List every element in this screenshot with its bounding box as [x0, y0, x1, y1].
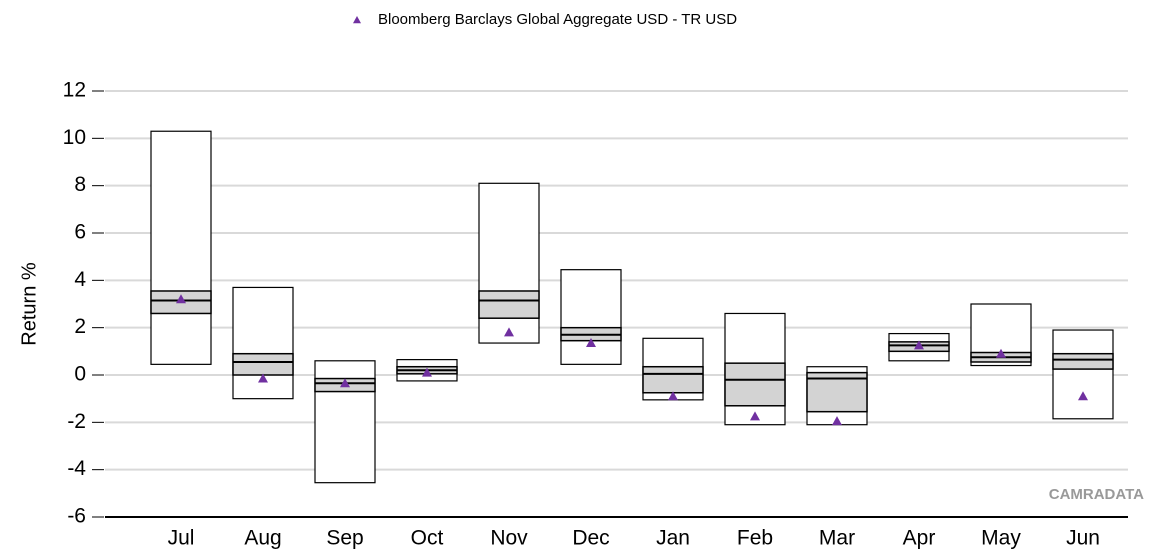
benchmark-marker — [422, 367, 432, 377]
y-tick-label: 12 — [63, 79, 86, 102]
y-axis-label: Return % — [18, 262, 40, 346]
y-tick-label: 6 — [74, 221, 86, 244]
x-tick-label: Mar — [819, 527, 855, 550]
x-tick-label: Aug — [244, 527, 281, 550]
x-tick-label: Dec — [572, 527, 609, 550]
benchmark-marker — [914, 340, 924, 350]
quartile-box — [232, 352, 294, 376]
quartile-box — [1052, 352, 1114, 370]
x-tick-label: May — [981, 527, 1021, 550]
range-box — [560, 269, 622, 365]
benchmark-marker — [750, 411, 760, 421]
y-tick-label: -6 — [67, 505, 86, 528]
benchmark-marker — [1078, 391, 1088, 401]
x-tick-label: Jan — [656, 527, 690, 550]
legend-marker — [353, 16, 361, 24]
watermark: CAMRADATA — [1049, 486, 1144, 503]
y-tick-label: 8 — [74, 173, 86, 196]
y-tick-label: -2 — [67, 410, 86, 433]
y-tick-label: 2 — [74, 315, 86, 338]
benchmark-marker — [258, 373, 268, 383]
benchmark-marker — [668, 391, 678, 401]
y-tick-label: 10 — [63, 126, 86, 149]
x-tick-label: Apr — [903, 527, 936, 550]
quartile-box — [724, 362, 786, 407]
legend-label: Bloomberg Barclays Global Aggregate USD … — [378, 11, 737, 28]
x-tick-label: Sep — [326, 527, 363, 550]
range-box — [1052, 329, 1114, 420]
benchmark-marker — [176, 294, 186, 304]
benchmark-marker — [832, 416, 842, 426]
benchmark-marker — [586, 338, 596, 348]
x-tick-label: Feb — [737, 527, 773, 550]
x-tick-label: Oct — [411, 527, 444, 550]
quartile-box — [642, 365, 704, 394]
range-box — [478, 182, 540, 344]
benchmark-marker — [996, 348, 1006, 358]
y-tick-label: -4 — [67, 457, 86, 480]
benchmark-marker — [504, 327, 514, 337]
y-tick-label: 0 — [74, 363, 86, 386]
x-tick-label: Nov — [490, 527, 528, 550]
x-tick-label: Jul — [168, 527, 195, 550]
quartile-box — [478, 290, 540, 319]
range-box — [150, 130, 212, 365]
x-tick-label: Jun — [1066, 527, 1100, 550]
benchmark-marker — [340, 378, 350, 388]
y-tick-label: 4 — [74, 268, 86, 291]
